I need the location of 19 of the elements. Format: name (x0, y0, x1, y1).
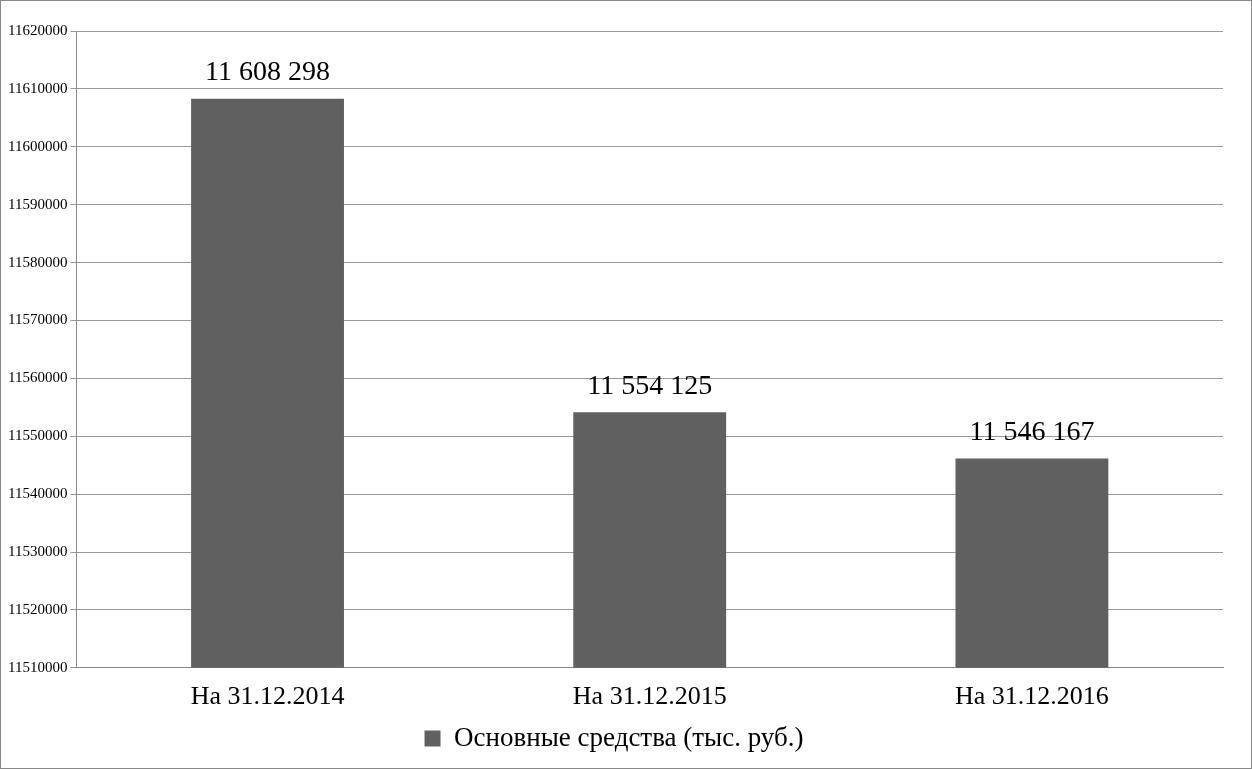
y-tick-label: 11570000 (7, 311, 68, 328)
x-tick-label: На 31.12.2016 (954, 681, 1109, 711)
y-tick-label: 11530000 (7, 542, 68, 559)
y-tick-label: 11550000 (7, 427, 68, 444)
y-tick-label: 11520000 (7, 600, 68, 617)
data-label: 11 554 125 (587, 368, 713, 400)
y-tick-label: 11610000 (7, 79, 68, 96)
y-tick-label: 11590000 (7, 195, 68, 212)
y-tick-label: 11620000 (7, 21, 68, 38)
x-tick-label: На 31.12.2015 (572, 681, 727, 711)
data-label: 11 608 298 (205, 55, 331, 87)
y-tick-label: 11510000 (7, 658, 68, 675)
y-tick-label: 11600000 (7, 137, 68, 154)
x-tick-label: На 31.12.2014 (190, 681, 345, 711)
data-label: 11 546 167 (969, 414, 1095, 446)
y-tick-label: 11540000 (7, 485, 68, 502)
y-tick-label: 11580000 (7, 253, 68, 270)
y-tick-label: 11560000 (7, 369, 68, 386)
legend-label: Основные средства (тыс. руб.) (454, 721, 804, 752)
